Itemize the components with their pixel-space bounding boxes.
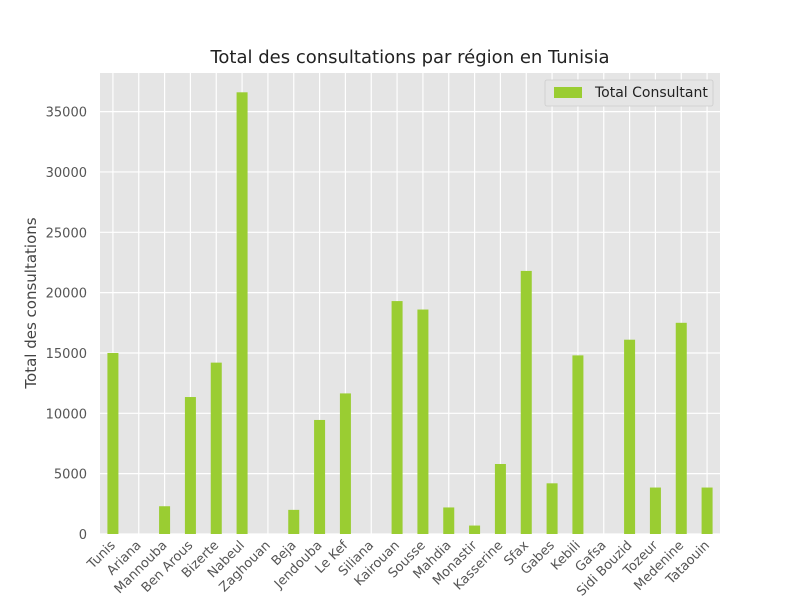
y-tick-label: 15000 (46, 347, 87, 362)
bar-beja (288, 509, 300, 534)
bar-ben-arous (184, 397, 196, 534)
y-tick-label: 0 (79, 528, 87, 543)
plot-area (100, 73, 720, 534)
chart-title: Total des consultations par région en Tu… (209, 47, 609, 68)
bar-medenine (675, 322, 687, 534)
bar-gabes (546, 483, 558, 534)
bar-kasserine (494, 464, 506, 534)
bar-mannouba (159, 506, 171, 534)
bar-kairouan (391, 301, 403, 534)
y-axis-label: Total des consultations (22, 217, 40, 389)
bar-tataouin (701, 487, 713, 534)
bar-mahdia (443, 507, 455, 534)
legend: Total Consultant (544, 79, 714, 107)
y-tick-label: 25000 (46, 226, 87, 241)
bar-bizerte (210, 362, 222, 534)
bar-tozeur (649, 487, 661, 534)
legend-label: Total Consultant (594, 85, 708, 101)
bar-kebili (572, 355, 584, 534)
y-tick-labels: 0 5000 10000 15000 20000 25000 30000 35000 (46, 106, 87, 543)
bar-le-kef (339, 393, 351, 534)
bar-monastir (469, 525, 481, 534)
bars (107, 92, 713, 534)
legend-swatch (554, 87, 582, 98)
bar-sidi-bouzid (624, 339, 636, 534)
y-tick-label: 35000 (46, 106, 87, 121)
bar-sousse (417, 309, 429, 534)
bar-tunis (107, 352, 119, 534)
legend-box (544, 79, 714, 107)
y-tick-label: 20000 (46, 287, 87, 302)
bar-jendouba (314, 419, 326, 534)
y-tick-label: 5000 (54, 468, 87, 483)
bar-nabeul (236, 92, 248, 534)
bar-sfax (520, 270, 532, 534)
y-tick-label: 30000 (46, 166, 87, 181)
y-tick-label: 10000 (46, 407, 87, 422)
